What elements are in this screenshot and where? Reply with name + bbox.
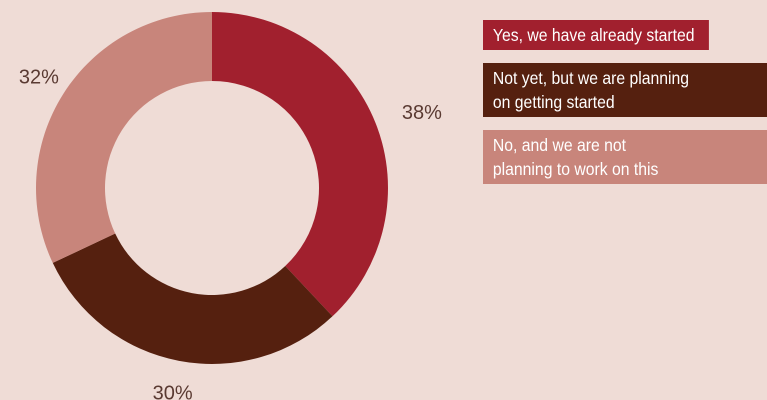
slice-planning (52, 233, 333, 364)
slice-label-not-planning: 32% (19, 66, 59, 88)
slice-not-planning (35, 12, 212, 263)
legend-label-line: No, and we are not (492, 135, 626, 155)
chart-legend: Yes, we have already started Not yet, bu… (483, 20, 767, 197)
legend-label-line: on getting started (492, 92, 615, 112)
legend-label: Yes, we have already started (492, 25, 695, 45)
legend-item-planning: Not yet, but we are planning on getting … (483, 63, 767, 117)
donut-slices (35, 12, 389, 364)
legend-item-already-started: Yes, we have already started (483, 20, 709, 50)
legend-item-not-planning: No, and we are not planning to work on t… (483, 130, 767, 184)
legend-label-line: Not yet, but we are planning (492, 68, 690, 88)
slice-label-planning: 30% (153, 383, 193, 400)
slice-label-already-started: 38% (402, 102, 442, 124)
legend-label-line: planning to work on this (492, 159, 659, 179)
slice-already-started (212, 12, 389, 317)
slice-labels: 38% 30% 32% (19, 66, 442, 400)
